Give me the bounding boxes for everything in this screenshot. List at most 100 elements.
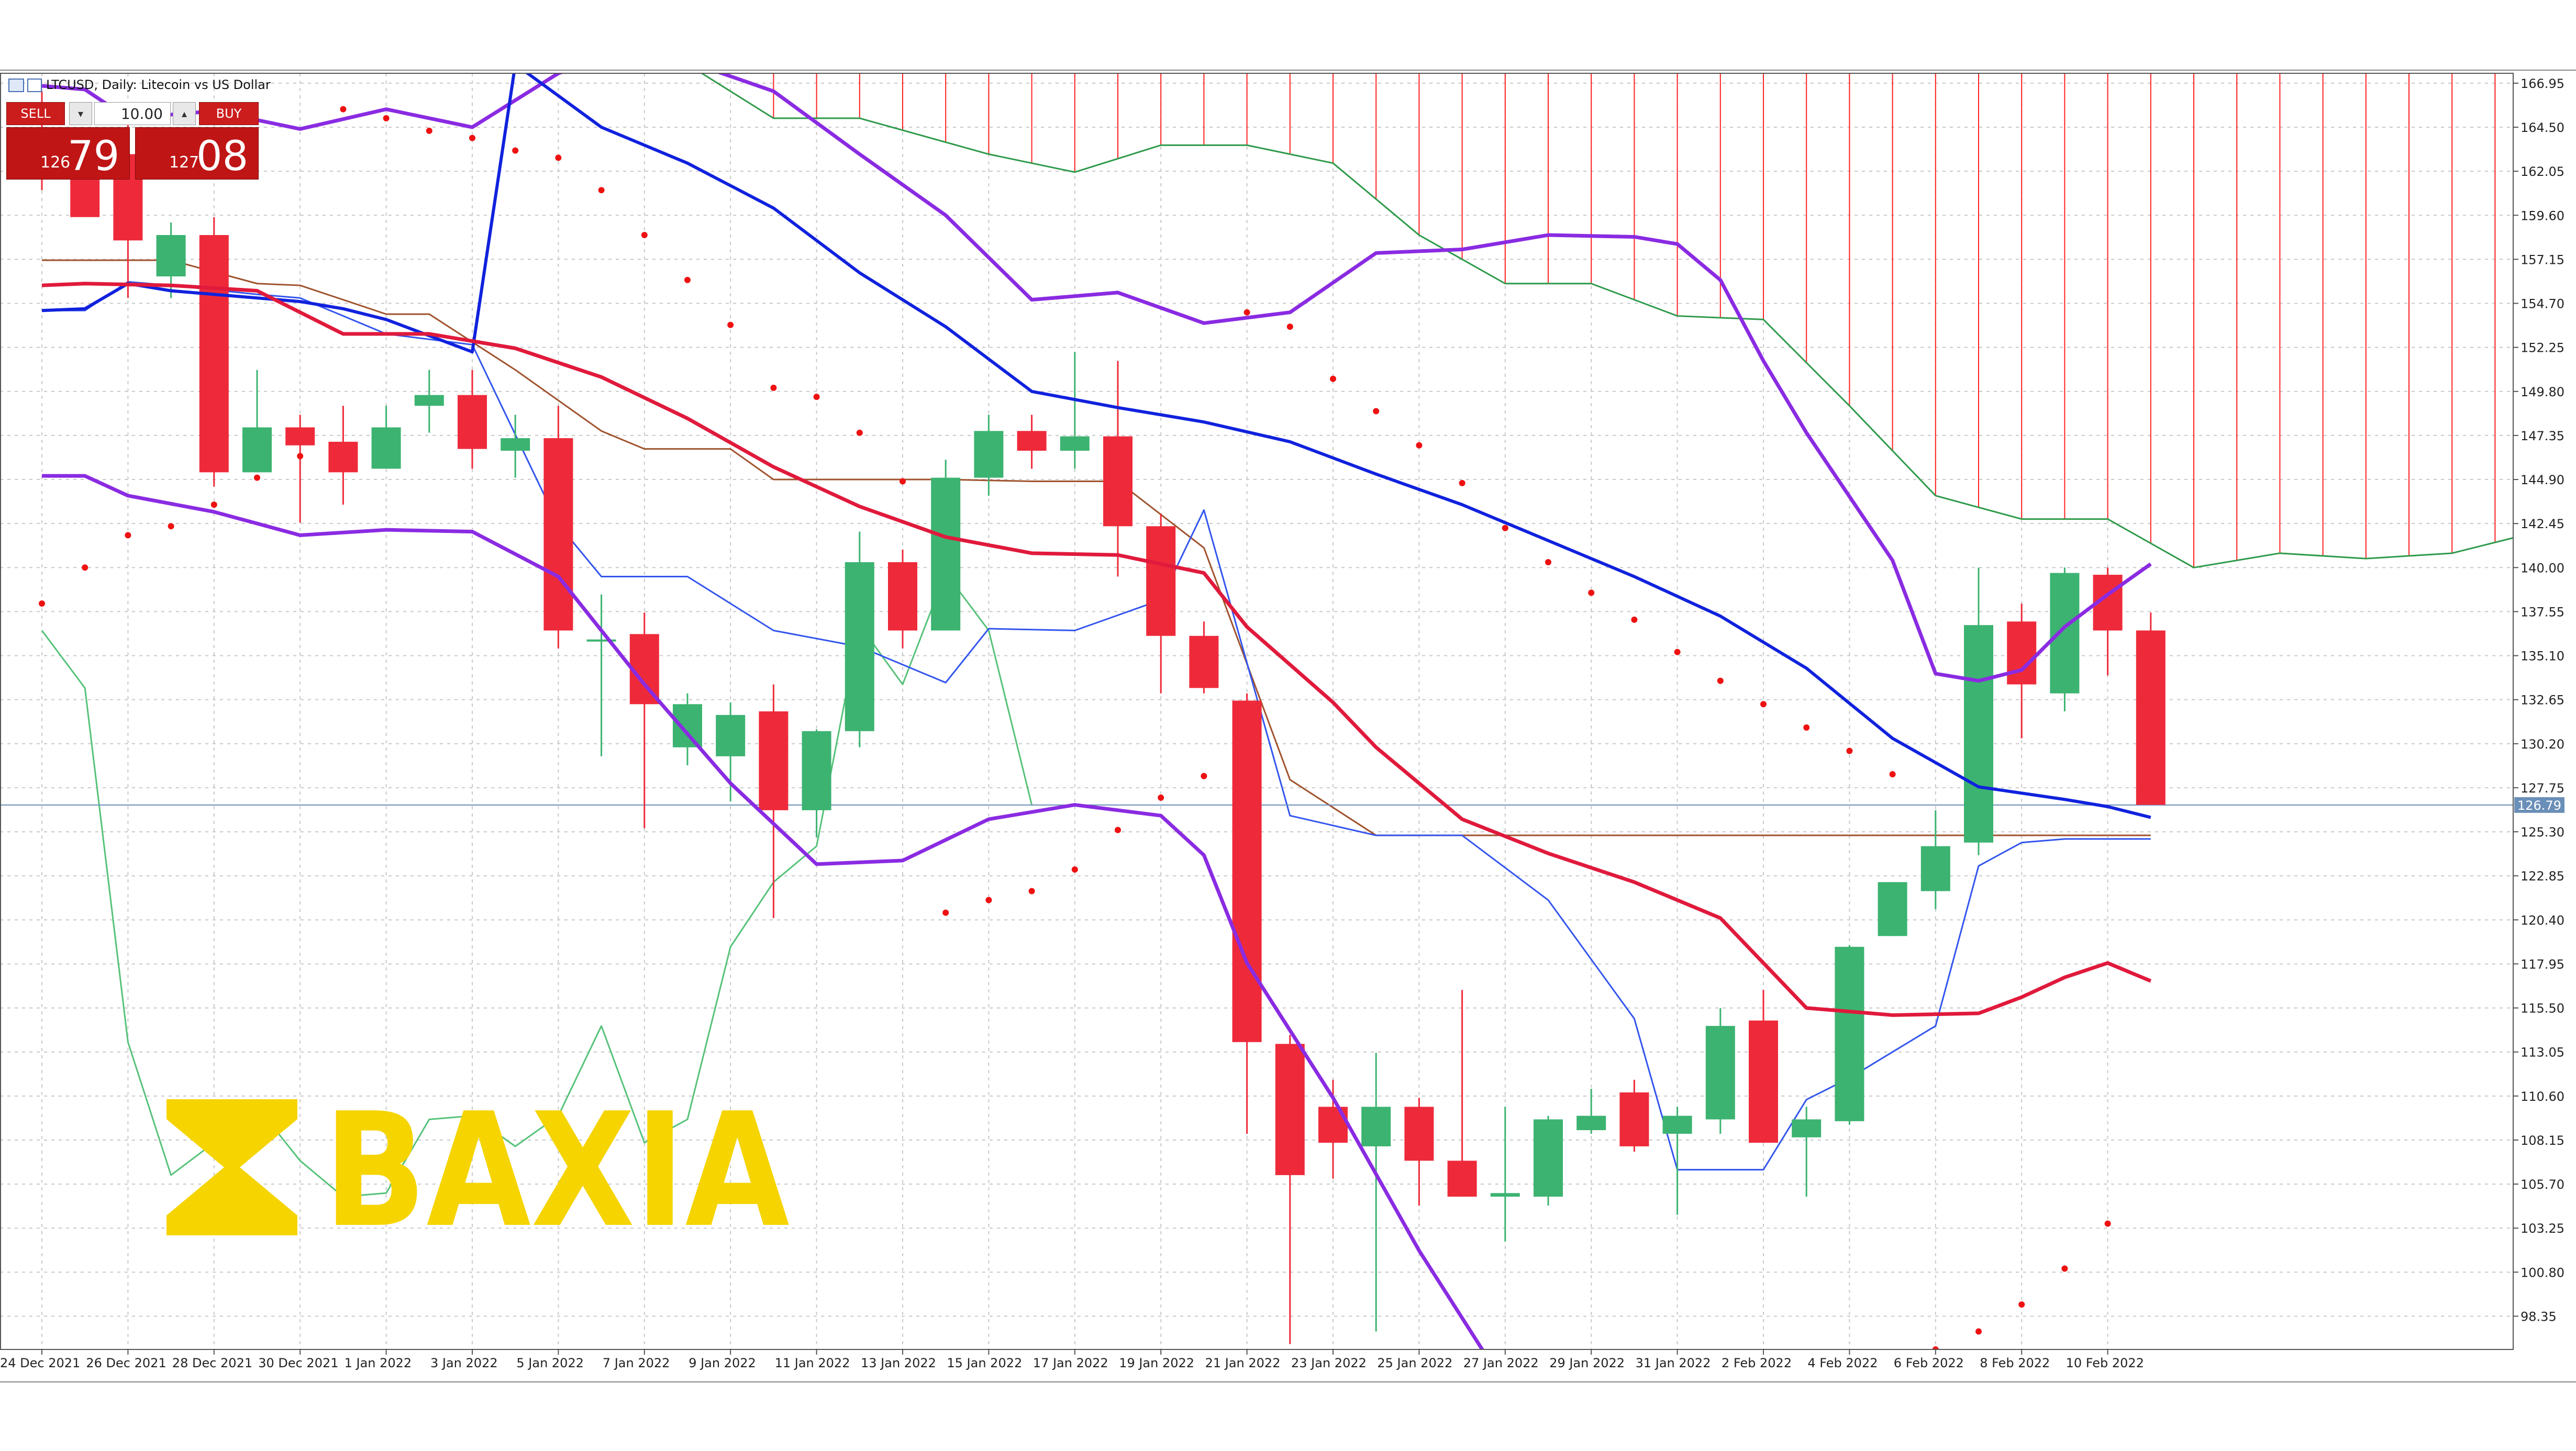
candle-bullish [716,715,746,756]
buy-price-big: 08 [196,133,249,180]
x-tick-label: 17 Jan 2022 [1033,1356,1108,1370]
candle-bullish [1792,1119,1822,1137]
parabolic-sar-dot [1975,1328,1982,1335]
moving-average-blue-line [41,73,2151,819]
buy-price-box[interactable]: 127 08 [135,127,259,180]
y-tick-label: 103.25 [2521,1221,2564,1236]
parabolic-sar-dot [770,384,777,391]
x-tick-label: 15 Jan 2022 [947,1356,1022,1370]
y-tick-label: 152.25 [2521,341,2564,355]
y-tick-label: 137.55 [2521,605,2564,619]
y-tick-label: 164.50 [2521,120,2564,135]
lot-size-input[interactable]: 10.00 [94,102,171,125]
y-tick-label: 127.75 [2521,781,2564,796]
parabolic-sar-dot [1459,479,1465,486]
x-tick-label: 27 Jan 2022 [1463,1356,1539,1370]
parabolic-sar-dot [856,429,863,436]
y-tick-label: 110.60 [2521,1089,2564,1104]
candle-bearish [629,634,659,705]
candle-bearish [1404,1107,1434,1161]
parabolic-sar-dot [1502,524,1508,531]
x-tick-label: 9 Jan 2022 [689,1356,756,1370]
sell-price-box[interactable]: 126 79 [6,127,130,180]
envelope-upper-line [41,73,2152,683]
y-tick-label: 149.80 [2521,385,2564,399]
candle-bullish [1964,625,1993,843]
candle-bullish [156,235,186,277]
buy-button[interactable]: BUY [199,102,259,125]
parabolic-sar-dot [2104,1220,2111,1227]
parabolic-sar-dot [1803,724,1810,731]
parabolic-sar-dot [1243,309,1250,316]
parabolic-sar-dot [1846,747,1853,754]
x-tick-label: 4 Feb 2022 [1807,1356,1878,1370]
candle-bullish [1534,1119,1563,1197]
x-tick-label: 1 Jan 2022 [345,1356,412,1370]
candle-bearish [285,427,315,445]
x-tick-label: 8 Feb 2022 [1980,1356,2050,1370]
x-tick-label: 26 Dec 2021 [86,1356,166,1370]
y-tick-label: 159.60 [2521,208,2564,223]
y-tick-label: 115.50 [2521,1001,2564,1016]
parabolic-sar-dot [1717,677,1724,684]
y-tick-label: 105.70 [2521,1177,2564,1192]
parabolic-sar-dot [1330,375,1336,382]
parabolic-sar-dot [469,135,475,141]
x-tick-label: 28 Dec 2021 [172,1356,252,1370]
candle-bearish [1275,1044,1305,1175]
y-tick-label: 135.10 [2521,649,2564,664]
chart-properties-icon [27,79,42,92]
candle-bullish [802,731,831,810]
candle-bullish [1490,1193,1520,1197]
x-tick-label: 6 Feb 2022 [1894,1356,1964,1370]
envelope-lower-line [42,474,1485,1349]
sell-button[interactable]: SELL [6,102,65,125]
parabolic-sar-dot [727,321,734,328]
baxia-logo: BAXIA [166,1099,791,1235]
parabolic-sar-dot [942,909,949,916]
parabolic-sar-dot [598,187,605,194]
candle-bearish [1232,700,1262,1042]
parabolic-sar-dot [340,106,347,113]
parabolic-sar-dot [254,474,260,481]
candle-bullish [1662,1115,1692,1134]
parabolic-sar-dot [1201,773,1207,779]
y-tick-label: 108.15 [2521,1133,2564,1148]
y-tick-label: 120.40 [2521,913,2564,928]
x-tick-label: 13 Jan 2022 [861,1356,936,1370]
candle-bearish [2136,630,2166,805]
parabolic-sar-dot [1028,888,1035,895]
parabolic-sar-dot [1071,866,1078,873]
parabolic-sar-dot [383,115,390,121]
parabolic-sar-dot [900,478,906,485]
candle-bearish [328,441,358,473]
parabolic-sar-dot [125,532,131,539]
parabolic-sar-dot [1115,827,1121,833]
plot-group [0,46,2576,1349]
candle-bearish [888,562,917,631]
senkou-span-b-line [1936,46,2576,693]
parabolic-sar-dot [2061,1265,2068,1272]
candle-bearish [543,438,573,631]
y-tick-label: 130.20 [2521,737,2564,752]
x-tick-label: 30 Dec 2021 [258,1356,338,1370]
y-tick-label: 157.15 [2521,252,2564,267]
moving-average-red-line [41,282,2152,1017]
y-tick-label: 147.35 [2521,429,2564,443]
lot-increase-button[interactable]: ▴ [173,102,196,125]
chart-window-icon [8,79,24,92]
candle-bullish [931,477,961,631]
candle-bullish [586,639,616,642]
candle-bearish [1749,1020,1778,1143]
parabolic-sar-dot [426,127,432,134]
y-tick-label: 154.70 [2521,297,2564,311]
symbol-title: LTCUSD, Daily: Litecoin vs US Dollar [46,77,271,92]
x-tick-label: 19 Jan 2022 [1119,1356,1194,1370]
parabolic-sar-dot [1760,701,1767,708]
lot-decrease-button[interactable]: ▾ [69,102,92,125]
current-price-label: 126.79 [2517,798,2561,813]
y-tick-label: 125.30 [2521,825,2564,840]
senkou-span-a-line [700,73,2513,568]
parabolic-sar-dot [297,453,304,460]
